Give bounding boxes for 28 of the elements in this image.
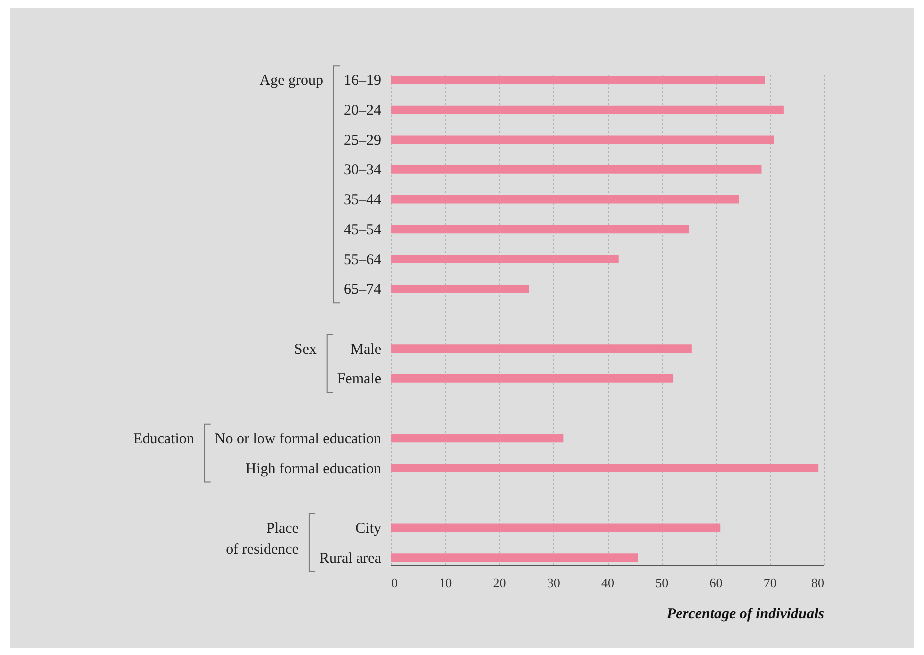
text: Place of residence [226,520,300,558]
x-tick-label: 50 [656,576,669,590]
x-axis-title: Percentage of individuals [667,606,825,622]
x-tick-label: 80 [812,576,824,590]
y-tick-label: 20–24 [344,103,382,120]
y-tick-label: 55–64 [344,252,382,268]
y-tick-label: Female [337,372,382,388]
x-tick-label: 20 [493,576,506,590]
x-tick-label: 30 [547,576,560,590]
y-tick-label: 65–74 [344,282,382,298]
y-tick-label: City [356,520,382,537]
x-tick-label: 60 [710,576,723,590]
y-tick-label: No or low formal education [214,431,382,448]
text: Education [134,431,195,448]
x-tick-label: 40 [602,576,614,590]
y-tick-label: High formal education [246,461,382,478]
y-tick-label: 25–29 [344,132,382,149]
y-tick-label: 16–19 [344,73,382,90]
y-tick-label: 45–54 [344,222,382,238]
x-tick-label: 0 [392,576,398,590]
x-tick-label: 70 [764,576,777,590]
y-tick-label: 35–44 [344,192,382,209]
text: Sex [294,342,318,358]
y-tick-label: 30–34 [344,162,382,179]
x-tick-label: 10 [439,576,452,590]
y-tick-label: Male [350,342,382,358]
text: Age group [260,73,324,90]
y-tick-label: Rural area [319,550,382,567]
